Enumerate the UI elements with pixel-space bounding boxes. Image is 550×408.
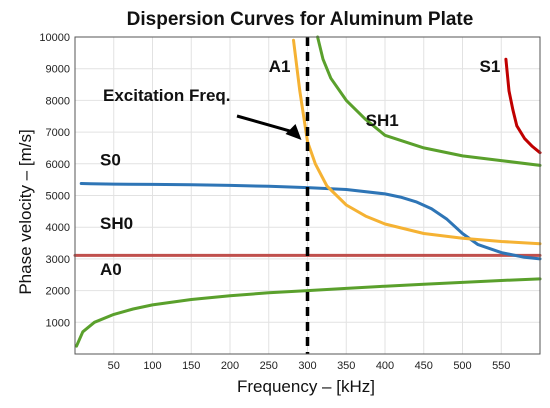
x-tick-label: 550 xyxy=(492,360,510,372)
x-tick-label: 450 xyxy=(415,360,433,372)
series-s0-line xyxy=(79,182,542,261)
excitation-arrow xyxy=(236,114,294,134)
chart-title: Dispersion Curves for Aluminum Plate xyxy=(127,9,474,30)
series-s0-label: S0 xyxy=(100,150,121,169)
x-tick-label: 250 xyxy=(260,360,278,372)
x-tick-label: 300 xyxy=(298,360,316,372)
series-a0-line xyxy=(75,277,542,348)
y-tick-label: 2000 xyxy=(46,286,70,298)
series-sh0-label: SH0 xyxy=(100,214,133,233)
y-tick-label: 7000 xyxy=(46,127,70,139)
x-tick-label: 50 xyxy=(108,360,120,372)
y-tick-label: 3000 xyxy=(46,254,70,266)
x-axis-label: Frequency – [kHz] xyxy=(237,377,375,396)
y-tick-label: 1000 xyxy=(46,317,70,329)
x-tick-label: 350 xyxy=(337,360,355,372)
series-s1-line xyxy=(504,57,542,155)
x-tick-label: 100 xyxy=(143,360,161,372)
grid xyxy=(75,36,540,354)
y-axis-label: Phase velocity – [m/s] xyxy=(16,129,35,294)
y-tick-label: 8000 xyxy=(46,95,70,107)
x-tick-label: 400 xyxy=(376,360,394,372)
x-tick-label: 200 xyxy=(221,360,239,372)
y-tick-label: 10000 xyxy=(39,32,70,44)
series-a0-label: A0 xyxy=(100,260,122,279)
y-tick-label: 4000 xyxy=(46,222,70,234)
plot-frame xyxy=(74,36,541,355)
x-tick-label: 500 xyxy=(453,360,471,372)
y-axis-ticks: 1000 2000 3000 4000 5000 6000 7000 8000 9000 1000… xyxy=(39,32,70,329)
y-tick-label: 5000 xyxy=(46,191,70,203)
x-tick-label: 150 xyxy=(182,360,200,372)
series-sh1-label: SH1 xyxy=(366,111,399,130)
y-tick-label: 6000 xyxy=(46,159,70,171)
x-axis-ticks: 50 100 150 200 250 300 350 400 450 500 550 xyxy=(108,360,511,372)
series-sh1-line xyxy=(316,35,542,167)
excitation-arrow-head xyxy=(285,124,302,141)
series-s1-label: S1 xyxy=(480,57,501,76)
series-a1-label: A1 xyxy=(269,57,291,76)
y-tick-label: 9000 xyxy=(46,64,70,76)
annotations: Excitation Freq. A0 SH0 S0 A1 SH1 S1 xyxy=(100,37,500,354)
excitation-label: Excitation Freq. xyxy=(103,86,231,105)
